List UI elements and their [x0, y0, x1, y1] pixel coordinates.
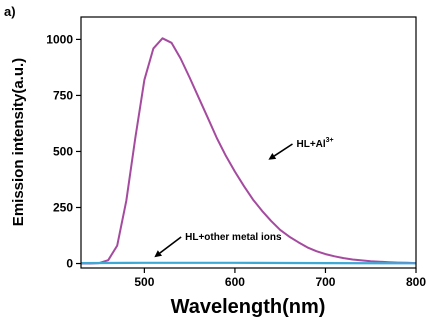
- y-tick-label: 0: [66, 257, 73, 271]
- y-axis-title: Emission intensity(a.u.): [10, 58, 27, 226]
- x-axis-title: Wavelength(nm): [171, 296, 326, 318]
- y-tick-label: 1000: [46, 32, 73, 46]
- annotation-label: HL+other metal ions: [185, 232, 282, 243]
- x-tick-label: 800: [406, 275, 426, 289]
- annotation-arrow-head: [154, 250, 163, 258]
- annotation-arrow-shaft: [273, 143, 293, 157]
- annotation-arrow-head: [268, 152, 277, 160]
- annotation-text: HL+other metal ions: [185, 232, 282, 243]
- y-tick-label: 500: [53, 144, 73, 158]
- panel-label: a): [4, 4, 16, 19]
- annotation-superscript: 3+: [326, 137, 334, 144]
- x-tick-label: 500: [134, 275, 154, 289]
- series-layer: [80, 37, 417, 265]
- plot-frame: [80, 16, 417, 269]
- y-axis-ticks: 0 250 500 750 1000: [46, 32, 81, 271]
- annotation-arrow-shaft: [159, 236, 182, 254]
- x-tick-label: 700: [315, 275, 335, 289]
- annotation-label: HL+Al3+: [296, 137, 333, 150]
- annotation-layer: HL+Al3+ HL+other metal ions: [154, 137, 334, 258]
- x-axis-ticks: 500 600 700 800: [134, 268, 426, 289]
- series-line-hl-other-metals: [80, 261, 417, 265]
- y-tick-label: 250: [53, 200, 73, 214]
- annotation-text: HL+Al: [296, 139, 325, 150]
- x-tick-label: 600: [225, 275, 245, 289]
- y-tick-label: 750: [53, 88, 73, 102]
- series-line-hl-al: [81, 37, 417, 265]
